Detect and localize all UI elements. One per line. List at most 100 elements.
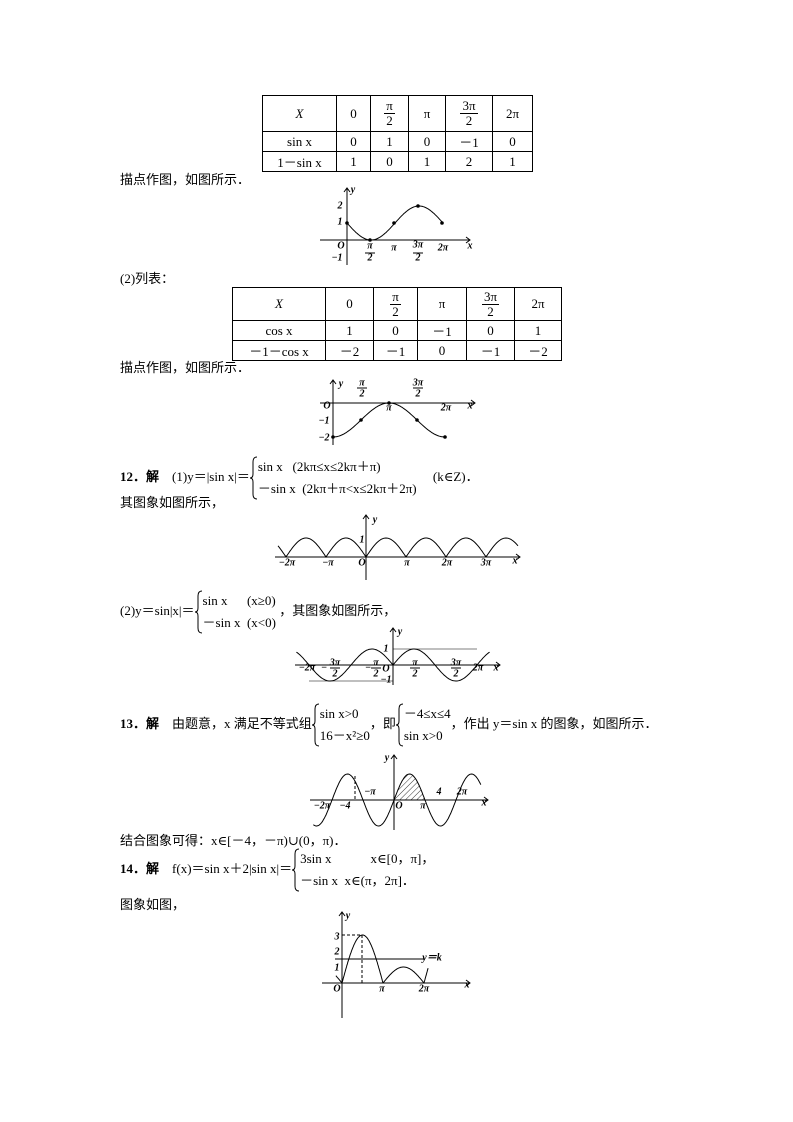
figure-label: O: [323, 400, 330, 411]
table-cell: 0: [417, 340, 467, 361]
figure-label: 2: [415, 252, 421, 263]
figure-label: 3: [334, 931, 340, 942]
cell-text: 1: [350, 153, 357, 169]
figure-label: 3π: [329, 657, 341, 668]
plot-point: [443, 435, 447, 439]
cell-text: X: [275, 296, 283, 311]
formula: f(x)＝sin x＋2|sin x|＝: [172, 860, 293, 876]
case: sin x (2kπ≤x≤2kπ＋π): [257, 459, 381, 474]
q14: 14．解 f(x)＝sin x＋2|sin x|＝ 3sin x x∈[0，π]，…: [120, 848, 680, 892]
curve: [296, 648, 490, 682]
cell-text: －2: [339, 344, 360, 359]
figure-label: −: [321, 662, 327, 673]
cell-text: 1: [509, 153, 516, 169]
q-label: 13．解: [120, 715, 160, 731]
table-cell: 0: [370, 151, 409, 172]
figure-label: π: [404, 557, 410, 568]
figure-label: −2π: [314, 800, 331, 811]
table-cell: sin x: [262, 131, 337, 152]
q-label: 14．解: [120, 860, 160, 876]
cell-text: －1: [459, 135, 479, 150]
caption: 描点作图，如图所示．: [120, 172, 251, 187]
figure-label: −4: [339, 800, 350, 811]
figure-label: y: [345, 910, 351, 921]
formula: (1)y＝|sin x|＝: [172, 468, 250, 484]
figure-label: 2: [373, 668, 379, 679]
table-cell: π: [408, 95, 446, 132]
figure-label: π: [420, 800, 426, 811]
case: sin x>0: [319, 706, 359, 721]
fraction: 3π 2: [460, 99, 478, 128]
curves: [277, 204, 519, 984]
cases: sin x>0 16－x²≥0: [311, 703, 370, 747]
figure-label: π: [386, 402, 392, 413]
figure-label: 2: [359, 388, 365, 399]
q12: 12．解 (1)y＝|sin x|＝ sin x (2kπ≤x≤2kπ＋π) －si…: [120, 456, 680, 500]
table-cell: 3π 2: [445, 95, 493, 132]
cell-text: sin x: [287, 133, 312, 149]
table-cell: X: [232, 287, 326, 321]
cell-text: 1: [386, 133, 393, 149]
table-cell: 2π: [514, 287, 562, 321]
figure-label: O: [395, 800, 402, 811]
figure-label: π: [359, 377, 365, 388]
cell-text: π: [438, 296, 446, 311]
formula: (2)y＝sin|x|＝: [120, 602, 195, 618]
table-cell: －2: [325, 340, 374, 361]
figure-label: −2: [318, 432, 329, 443]
cell-text: π: [423, 105, 431, 121]
table-cell: －1: [373, 340, 418, 361]
brace: [194, 590, 202, 634]
figure-label: π: [373, 657, 379, 668]
figure-label: π: [367, 240, 373, 251]
case: 3sin x x∈[0，π]，: [300, 851, 435, 866]
figure-label: O: [337, 240, 344, 251]
figure-label: 3π: [412, 239, 424, 250]
denominator: 2: [487, 303, 494, 319]
figure-label: π: [379, 983, 385, 994]
figure-label: x: [464, 979, 470, 990]
q12b: (2)y＝sin|x|＝ sin x (x≥0) －sin x (x<0) ，其图象…: [120, 590, 680, 634]
cases: sin x (x≥0) －sin x (x<0): [194, 590, 276, 634]
plot-point: [416, 204, 420, 208]
brace: [249, 456, 257, 500]
cell-text: 0: [346, 296, 353, 311]
cell-text: X: [295, 105, 304, 121]
figure-label: −1: [380, 674, 391, 685]
cell-text: 0: [392, 322, 399, 338]
caption: 描点作图，如图所示．: [120, 360, 251, 375]
table-cell: 0: [408, 131, 446, 152]
text: ，作出 y＝sin x 的图象，如图所示．: [450, 715, 658, 731]
table-row: 1－sin x 1 0 1 2 1: [262, 151, 533, 172]
denominator: 2: [465, 113, 473, 128]
figure-label: −2π: [279, 557, 296, 568]
figure-label: y: [350, 184, 356, 195]
plot-point: [331, 435, 335, 439]
figure-label: y: [338, 378, 344, 389]
result: 结合图象可得：x∈[－4，－π)∪(0，π)．: [120, 833, 347, 848]
cell-text: 0: [350, 105, 357, 121]
figure-label: −π: [322, 557, 334, 568]
numerator: 3π: [481, 288, 500, 305]
table-cell: 0: [336, 131, 371, 152]
cell-text: －1: [480, 344, 501, 359]
figure-label: 3π: [450, 657, 462, 668]
cell-text: 2: [465, 153, 473, 169]
figure-label: −: [365, 662, 371, 673]
table-cell: 0: [466, 320, 515, 341]
table-cell: 1: [492, 151, 533, 172]
figure-label: O: [358, 557, 365, 568]
cases: 3sin x x∈[0，π]， －sin x x∈(π，2π]．: [292, 848, 434, 892]
numerator: π: [390, 288, 401, 305]
figure-label: x: [512, 555, 518, 566]
figure-label: 3π: [412, 377, 424, 388]
text: ，其图象如图所示，: [279, 602, 397, 618]
curve: [394, 774, 425, 800]
table-cell: 0: [336, 95, 371, 132]
table-cell: －1－cos x: [232, 340, 326, 361]
table-cell: 2: [445, 151, 493, 172]
cases: －4≤x≤4 sin x>0: [395, 703, 451, 747]
